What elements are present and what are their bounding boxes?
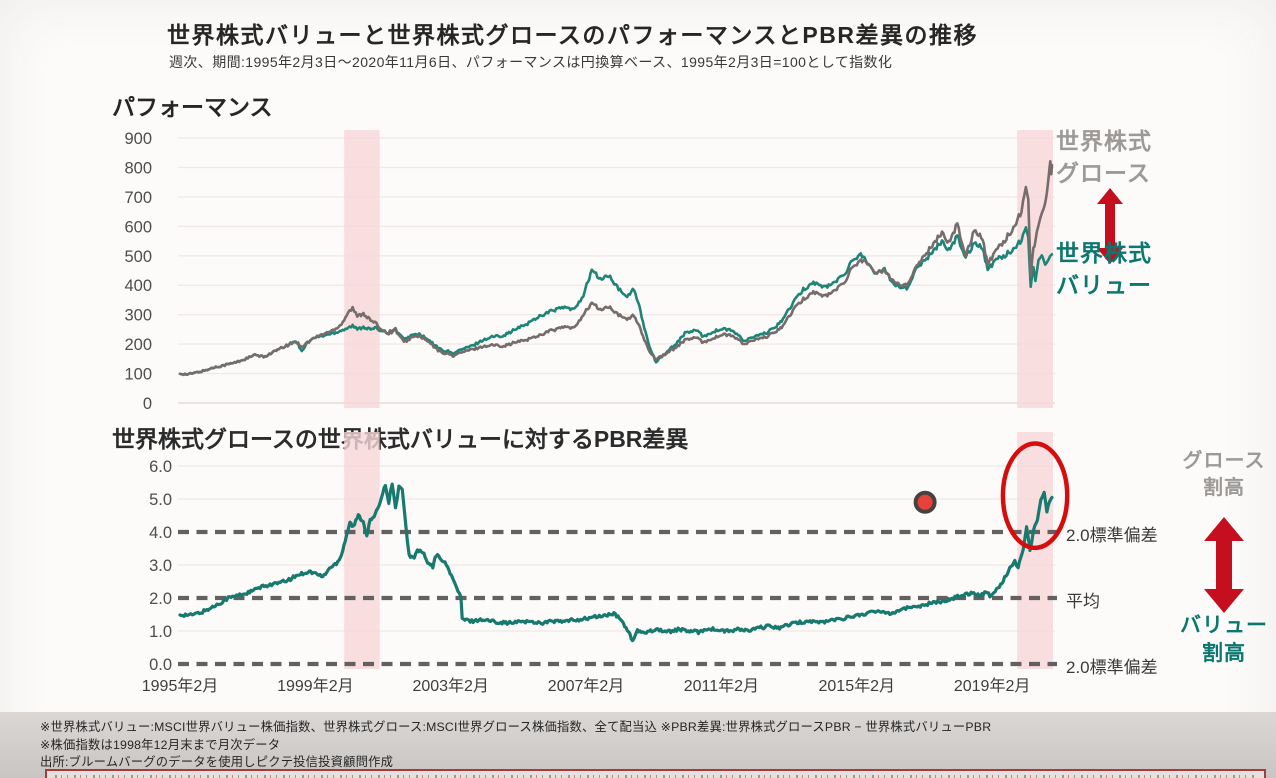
valuation-direction-arrow-icon — [1204, 517, 1244, 613]
y-axis-tick-label: 100 — [124, 366, 152, 384]
disclaimer-box-clipped — [45, 769, 1266, 778]
footnote-indices: ※世界株式バリュー:MSCI世界バリュー株価指数、世界株式グロース:MSCI世界… — [40, 720, 992, 734]
footnote-data-frequency: ※株価指数は1998年12月末まで月次データ — [40, 738, 281, 752]
growth-expensive-label: グロース 割高 — [1182, 450, 1266, 499]
page-subtitle: 週次、期間:1995年2月3日〜2020年11月6日、パフォーマンスは円換算ベー… — [169, 54, 893, 70]
y-axis-tick-label: 300 — [124, 307, 152, 325]
laser-pointer-dot — [913, 490, 937, 514]
y-axis-tick-label: 800 — [124, 159, 152, 177]
y-axis-tick-label: 6.0 — [149, 458, 172, 476]
y-axis-tick-label: 5.0 — [149, 491, 172, 509]
y-axis-tick-label: 2.0 — [149, 590, 172, 608]
double-arrow-shape — [1204, 517, 1244, 613]
growth-vs-value-gap-arrow-icon — [1097, 188, 1123, 264]
footnote-source: 出所:ブルームバーグのデータを使用しピクテ投信投資顧問作成 — [40, 755, 394, 769]
y-axis-tick-label: 400 — [124, 277, 152, 295]
highlight-ellipse — [1000, 441, 1070, 551]
legend-world-growth: 世界株式 グロース — [1056, 128, 1152, 186]
y-axis-tick-label: 200 — [124, 336, 152, 354]
highlight-band — [1017, 130, 1054, 408]
performance-chart-title: パフォーマンス — [112, 94, 273, 120]
value-expensive-label: バリュー 割高 — [1180, 614, 1268, 666]
page-title: 世界株式バリューと世界株式グロースのパフォーマンスとPBR差異の推移 — [167, 22, 978, 48]
y-axis-tick-label: 900 — [124, 130, 152, 148]
series-line-growth — [178, 160, 1054, 377]
clipped-disclaimer-text — [55, 775, 1256, 778]
series-line-value — [178, 226, 1054, 377]
double-arrow-shape — [1097, 188, 1123, 264]
legend-world-value: 世界株式 バリュー — [1056, 240, 1152, 298]
y-axis-tick-label: 0.0 — [149, 656, 172, 674]
y-axis-tick-label: 500 — [124, 248, 152, 266]
y-axis-tick-label: 4.0 — [149, 524, 172, 542]
pbr-chart-title: 世界株式グロースの世界株式バリューに対するPBR差異 — [112, 426, 689, 452]
highlight-band — [344, 130, 380, 408]
y-axis-tick-label: 600 — [124, 218, 152, 236]
highlight-band — [344, 432, 380, 669]
y-axis-tick-label: 700 — [124, 189, 152, 207]
y-axis-tick-label: 3.0 — [149, 557, 172, 575]
series-line-pbr_line — [178, 482, 1054, 643]
y-axis-tick-label: 0 — [143, 395, 152, 413]
y-axis-tick-label: 1.0 — [149, 623, 172, 641]
footer-strip — [0, 712, 1276, 778]
